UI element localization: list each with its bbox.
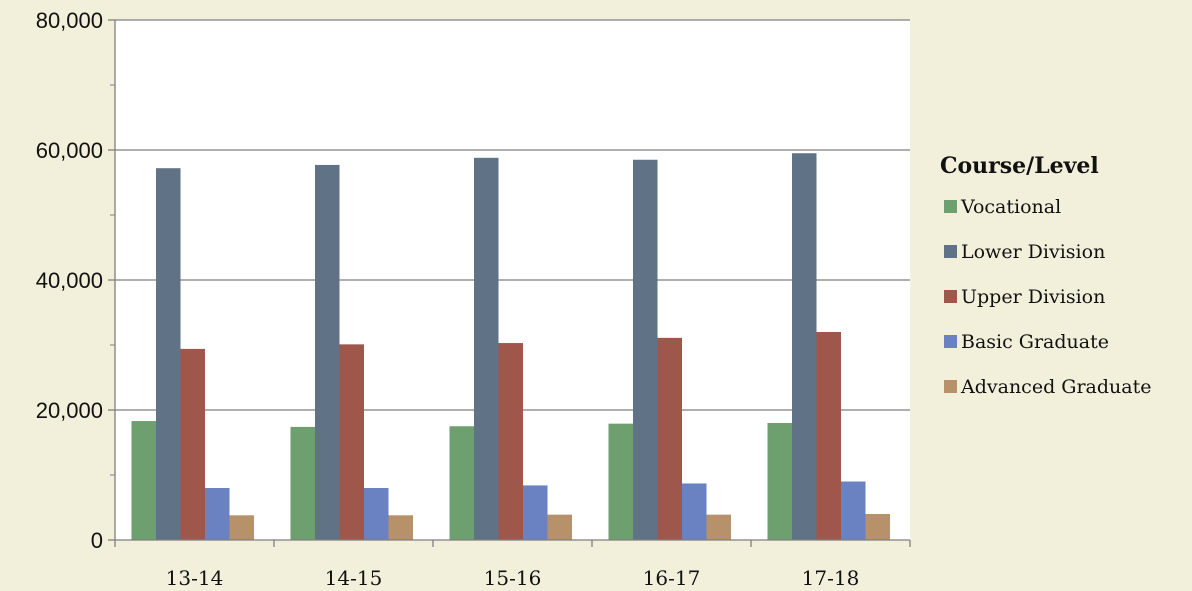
y-tick-labels: 0 20,000 40,000 60,000 80,000 <box>36 8 103 553</box>
y-tick-label: 0 <box>91 528 103 553</box>
bar-basic-graduate <box>205 488 230 540</box>
bar-basic-graduate <box>364 488 389 540</box>
legend: Course/Level Vocational Lower Division Upp… <box>940 153 1151 398</box>
bar-upper-division <box>657 337 682 540</box>
bar-upper-division <box>816 332 841 540</box>
bar-vocational <box>449 426 474 540</box>
bar-vocational <box>608 423 633 540</box>
axes <box>108 19 911 547</box>
legend-label: Basic Graduate <box>961 331 1109 353</box>
y-tick-label: 40,000 <box>36 268 103 293</box>
x-tick-label: 14-15 <box>325 566 383 590</box>
bar-lower-division <box>792 153 817 540</box>
bar-advanced-graduate <box>865 514 890 540</box>
legend-swatch <box>944 290 957 303</box>
legend-label: Lower Division <box>961 241 1105 263</box>
bar-lower-division <box>633 159 658 540</box>
bar-basic-graduate <box>841 481 866 540</box>
bar-advanced-graduate <box>706 514 731 540</box>
bar-lower-division <box>315 164 340 540</box>
legend-label: Upper Division <box>961 286 1105 308</box>
bars <box>131 153 890 541</box>
bar-advanced-graduate <box>388 515 413 540</box>
y-tick-label: 60,000 <box>36 138 103 163</box>
bar-advanced-graduate <box>547 514 572 540</box>
bar-vocational <box>290 426 315 540</box>
bar-upper-division <box>339 344 364 540</box>
x-tick-label: 13-14 <box>166 566 224 590</box>
legend-swatch <box>944 200 957 213</box>
x-tick-label: 15-16 <box>484 566 542 590</box>
bar-lower-division <box>474 157 499 541</box>
legend-swatch <box>944 245 957 258</box>
legend-title: Course/Level <box>940 153 1099 179</box>
x-tick-label: 16-17 <box>643 566 701 590</box>
legend-label: Vocational <box>960 196 1061 218</box>
gridlines <box>115 19 910 411</box>
bar-vocational <box>131 421 156 540</box>
bar-basic-graduate <box>523 485 548 540</box>
x-tick-labels: 13-14 14-15 15-16 16-17 17-18 <box>166 566 860 590</box>
legend-label: Advanced Graduate <box>960 376 1151 398</box>
bar-basic-graduate <box>682 483 707 540</box>
x-tick-label: 17-18 <box>802 566 860 590</box>
bar-vocational <box>767 423 792 540</box>
bar-advanced-graduate <box>229 515 254 540</box>
bar-upper-division <box>498 343 523 540</box>
y-tick-label: 20,000 <box>36 398 103 423</box>
legend-swatch <box>944 380 957 393</box>
legend-swatch <box>944 335 957 348</box>
bar-upper-division <box>180 348 205 540</box>
y-tick-label: 80,000 <box>36 8 103 33</box>
bar-lower-division <box>156 168 181 540</box>
